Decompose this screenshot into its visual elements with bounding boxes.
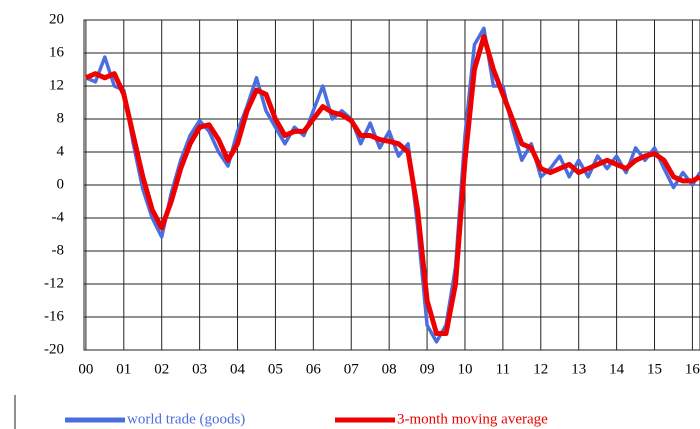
y-tick-label: 0	[57, 176, 65, 192]
y-tick-label: -16	[44, 308, 64, 324]
plot-frame	[83, 19, 700, 351]
x-tick-label: 11	[496, 361, 510, 377]
legend-label: 3-month moving average	[397, 411, 548, 427]
series-line	[84, 34, 700, 336]
x-tick-label: 07	[344, 361, 360, 377]
x-tick-label: 12	[533, 361, 548, 377]
x-tick-label: 06	[306, 361, 322, 377]
y-tick-label: 20	[49, 11, 64, 27]
x-tick-label: 13	[571, 361, 586, 377]
x-tick-label: 16	[685, 361, 700, 377]
y-tick-label: 12	[49, 77, 64, 93]
x-tick-label: 05	[268, 361, 283, 377]
y-tick-label: -20	[44, 341, 64, 357]
x-tick-label: 00	[78, 361, 93, 377]
x-tick-label: 02	[154, 361, 169, 377]
x-tick-label: 09	[420, 361, 435, 377]
y-tick-label: -4	[52, 209, 65, 225]
legend-label: world trade (goods)	[127, 411, 245, 427]
x-tick-label: 03	[192, 361, 207, 377]
y-tick-label: -12	[44, 275, 64, 291]
x-tick-label: 15	[647, 361, 662, 377]
x-tick-label: 10	[457, 361, 472, 377]
x-tick-label: 14	[609, 361, 625, 377]
x-tick-label: 04	[230, 361, 246, 377]
x-tick-label: 01	[116, 361, 131, 377]
y-tick-label: 16	[49, 44, 65, 60]
y-tick-label: 8	[57, 110, 65, 126]
y-tick-label: 4	[57, 143, 65, 159]
x-tick-label: 08	[382, 361, 397, 377]
y-tick-label: -8	[52, 242, 65, 258]
